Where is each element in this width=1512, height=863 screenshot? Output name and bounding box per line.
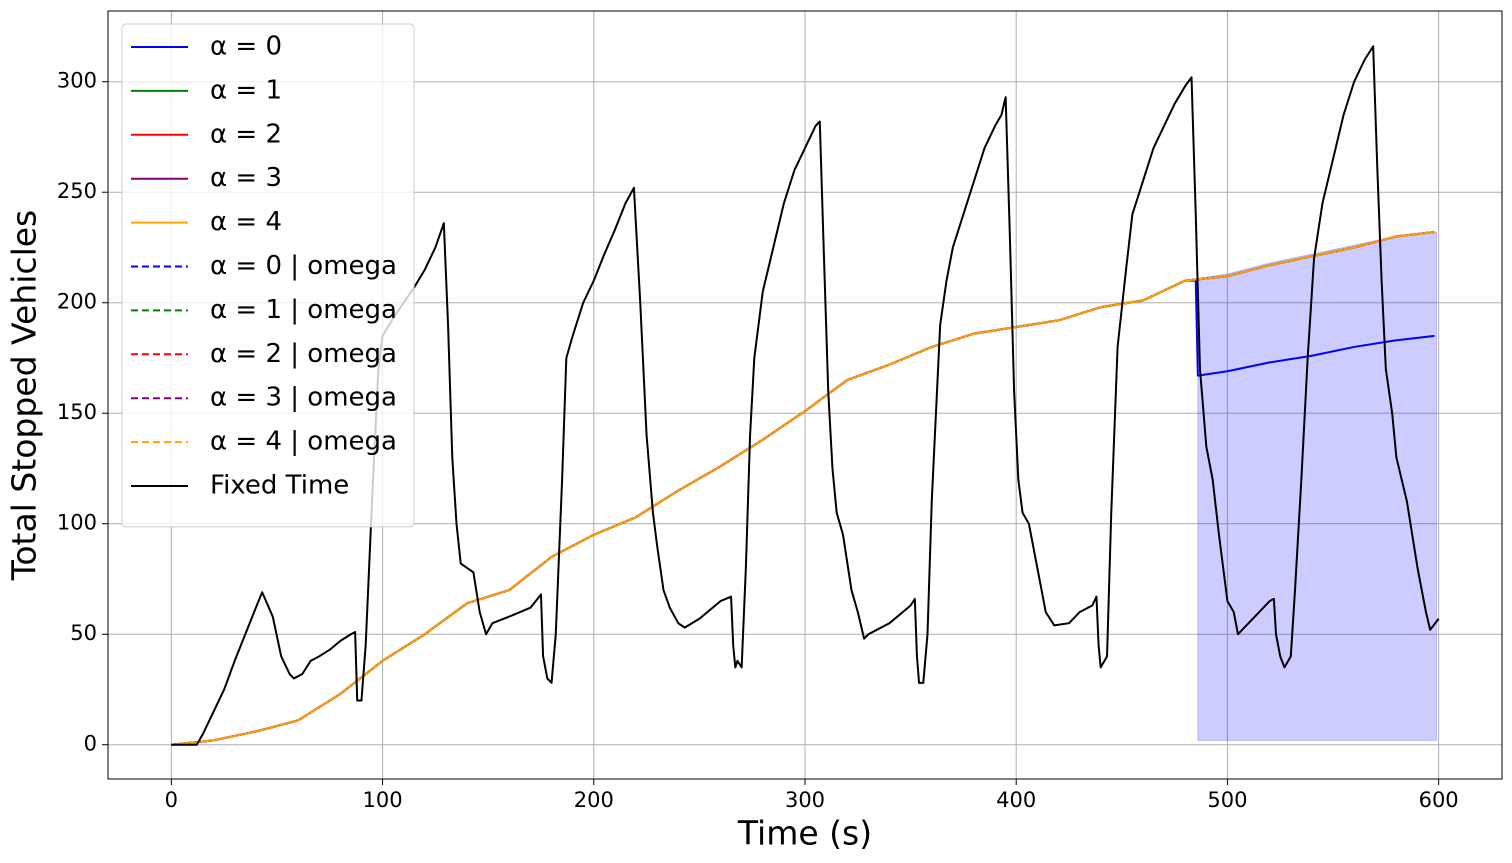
y-tick-label: 50 bbox=[70, 621, 97, 645]
x-axis-label: Time (s) bbox=[737, 814, 872, 853]
x-tick-label: 200 bbox=[574, 788, 614, 812]
x-tick-label: 0 bbox=[165, 788, 178, 812]
legend-label: α = 4 | omega bbox=[210, 427, 397, 457]
legend-label: α = 1 bbox=[210, 75, 282, 105]
legend-label: α = 4 bbox=[210, 207, 282, 237]
x-tick-label: 400 bbox=[996, 788, 1036, 812]
x-tick-label: 500 bbox=[1207, 788, 1247, 812]
legend-label: α = 3 | omega bbox=[210, 383, 397, 413]
x-tick-label: 100 bbox=[363, 788, 403, 812]
legend-label: α = 0 | omega bbox=[210, 251, 397, 281]
legend-label: Fixed Time bbox=[210, 471, 349, 501]
y-axis-label: Total Stopped Vehicles bbox=[5, 210, 44, 581]
legend-label: α = 0 bbox=[210, 32, 282, 62]
series-line bbox=[171, 45, 1440, 746]
plot-frame bbox=[107, 10, 1503, 780]
y-tick-label: 0 bbox=[84, 732, 97, 756]
legend: α = 0 α = 1 α = 2 α = 3 α = 4 α = 0 | omega α … bbox=[121, 23, 415, 528]
y-tick-label: 300 bbox=[57, 69, 97, 93]
legend-label: α = 3 bbox=[210, 163, 282, 193]
y-tick-label: 250 bbox=[57, 179, 97, 203]
x-tick-label: 300 bbox=[785, 788, 825, 812]
legend-label: α = 1 | omega bbox=[210, 295, 397, 325]
y-tick-label: 100 bbox=[57, 511, 97, 535]
legend-label: α = 2 bbox=[210, 119, 282, 149]
series-line bbox=[171, 231, 1435, 746]
legend-label: α = 2 | omega bbox=[210, 339, 397, 369]
y-tick-label: 150 bbox=[57, 400, 97, 424]
legend-box bbox=[121, 23, 415, 528]
y-tick-label: 200 bbox=[57, 290, 97, 314]
shaded-area bbox=[1197, 231, 1438, 741]
x-tick-label: 600 bbox=[1419, 788, 1459, 812]
